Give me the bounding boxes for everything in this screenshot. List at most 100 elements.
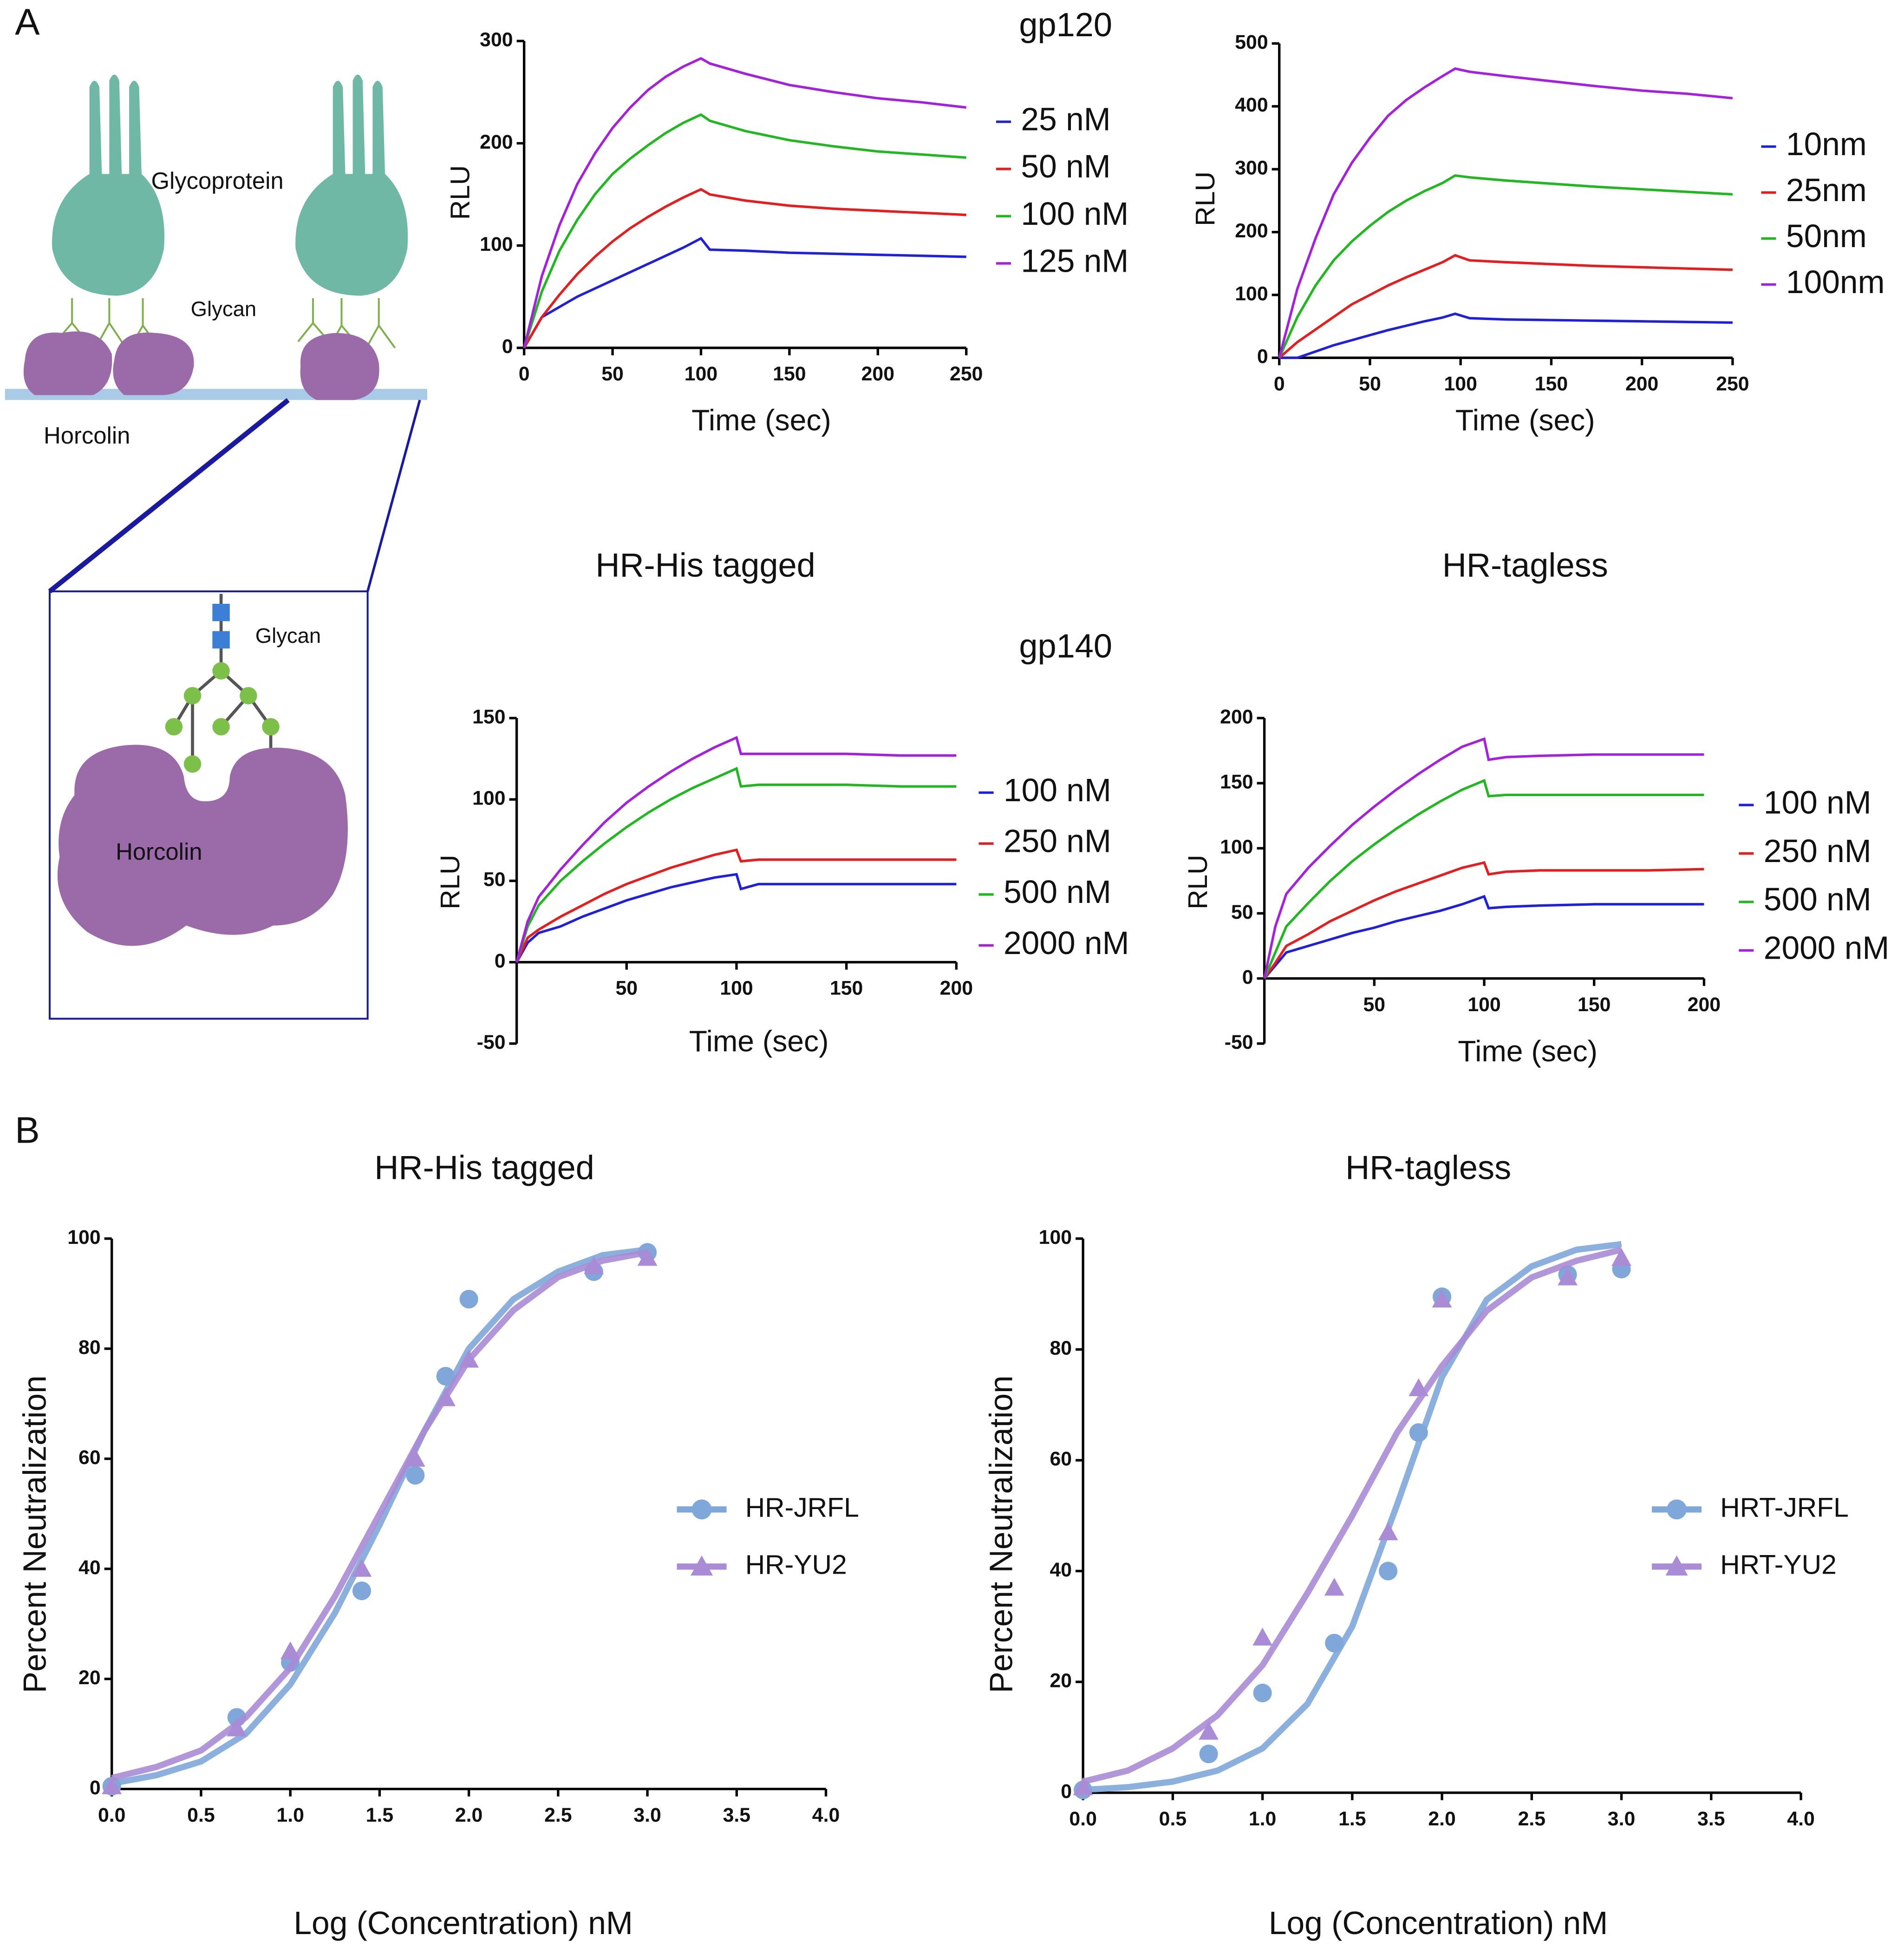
y-tick-label: 150 bbox=[472, 706, 505, 728]
horcolin-blob bbox=[57, 745, 348, 946]
data-point bbox=[1325, 1634, 1344, 1653]
legend-label: HR-JRFL bbox=[745, 1492, 859, 1523]
legend-label: HRT-YU2 bbox=[1720, 1549, 1837, 1580]
chart: -50 0 50 100 150 50 100 150 200 gp140 Time (sec) RL… bbox=[435, 628, 1129, 1058]
series-line bbox=[515, 766, 957, 963]
legend-marker bbox=[1667, 1499, 1687, 1520]
x-tick-label: 100 bbox=[1467, 994, 1500, 1016]
data-point bbox=[1432, 1289, 1452, 1308]
series-line bbox=[1278, 174, 1733, 359]
x-tick-label: 150 bbox=[1578, 994, 1611, 1016]
series-line bbox=[1263, 778, 1704, 979]
legend-marker bbox=[1665, 1555, 1688, 1576]
x-axis-label: Log (Concentration) nM bbox=[1269, 1905, 1608, 1941]
legend-label: 250 nM bbox=[1764, 833, 1871, 869]
legend-marker bbox=[691, 1555, 713, 1576]
data-point bbox=[1324, 1577, 1344, 1596]
x-tick-label: 250 bbox=[950, 363, 983, 385]
x-tick-label: 250 bbox=[1716, 373, 1749, 395]
inset-frame bbox=[48, 590, 369, 1020]
chart-title: HR-His tagged bbox=[374, 1150, 594, 1187]
y-tick-label: 500 bbox=[1235, 31, 1268, 53]
y-tick-label: 100 bbox=[1235, 282, 1268, 305]
data-point bbox=[1611, 1248, 1631, 1266]
diagram-label: Glycan bbox=[191, 297, 256, 321]
y-tick-label: 400 bbox=[1235, 94, 1268, 116]
x-tick-label: 50 bbox=[1359, 373, 1381, 395]
x-tick-label: 3.0 bbox=[633, 1804, 661, 1826]
y-axis-label: RLU bbox=[1183, 855, 1213, 909]
y-tick-label: 0 bbox=[495, 950, 506, 972]
horcolin-blob bbox=[23, 331, 379, 400]
y-tick-label: 20 bbox=[78, 1667, 101, 1689]
chart: 0 20 40 60 80 100 0.0 0.5 1.0 1.5 2.0 2.5 3.0 3.5 4.0 H… bbox=[17, 1150, 859, 1941]
legend-label: 10nm bbox=[1786, 126, 1867, 162]
series-line bbox=[523, 57, 967, 348]
x-tick-label: 2.5 bbox=[544, 1804, 572, 1826]
x-tick-label: 0.5 bbox=[1159, 1808, 1187, 1830]
x-tick-label: 3.0 bbox=[1608, 1808, 1635, 1830]
chart-title: gp140 bbox=[1019, 628, 1112, 665]
x-tick-label: 200 bbox=[1625, 373, 1658, 395]
x-axis-label: Log (Concentration) nM bbox=[293, 1905, 632, 1941]
panel-label: A bbox=[15, 1, 40, 43]
x-tick-label: 4.0 bbox=[812, 1804, 840, 1826]
data-point bbox=[1409, 1423, 1428, 1442]
legend-label: 100 nM bbox=[1004, 772, 1111, 808]
legend-label: 25nm bbox=[1786, 172, 1867, 208]
y-tick-label: 50 bbox=[1231, 901, 1253, 923]
y-tick-label: 200 bbox=[1235, 220, 1268, 242]
y-tick-label: 200 bbox=[480, 131, 513, 153]
y-axis-label: Percent Neutralization bbox=[983, 1375, 1019, 1693]
legend-label: 2000 nM bbox=[1004, 925, 1129, 961]
series-line bbox=[1278, 254, 1733, 359]
series-line bbox=[523, 236, 966, 349]
legend-label: 500 nM bbox=[1764, 881, 1871, 917]
fit-curve bbox=[111, 1249, 648, 1781]
legend-label: 100 nM bbox=[1764, 784, 1871, 821]
y-tick-label: 200 bbox=[1220, 706, 1253, 728]
data-point bbox=[1252, 1628, 1273, 1646]
y-tick-label: -50 bbox=[1225, 1031, 1253, 1053]
data-point bbox=[436, 1388, 456, 1406]
data-point bbox=[1558, 1267, 1578, 1286]
series-line bbox=[515, 848, 957, 963]
x-axis-label: Time (sec) bbox=[1458, 1034, 1598, 1068]
y-tick-label: 150 bbox=[1220, 771, 1253, 793]
data-point bbox=[1253, 1683, 1272, 1702]
y-tick-label: 60 bbox=[1050, 1448, 1072, 1470]
x-tick-label: 150 bbox=[830, 977, 863, 1000]
y-tick-label: 300 bbox=[480, 29, 513, 51]
data-point bbox=[1408, 1378, 1429, 1396]
fit-curve bbox=[111, 1246, 648, 1787]
chart: 0 100 200 300 400 500 0 50 100 150 200 250 Time (sec… bbox=[1190, 31, 1884, 437]
legend-label: 100 nM bbox=[1021, 196, 1128, 232]
series-line bbox=[1263, 861, 1704, 980]
y-tick-label: 80 bbox=[1050, 1337, 1072, 1360]
data-point bbox=[405, 1449, 425, 1467]
fit-curve bbox=[1082, 1241, 1622, 1793]
chart: 0 100 200 300 0 50 100 150 200 250 gp120 Time (sec)… bbox=[445, 7, 1128, 437]
series-line bbox=[515, 873, 957, 963]
panel-label: B bbox=[15, 1110, 40, 1151]
data-point bbox=[352, 1582, 372, 1601]
x-tick-label: 200 bbox=[861, 363, 894, 385]
x-tick-label: 3.5 bbox=[723, 1804, 750, 1826]
fit-curve bbox=[1082, 1247, 1623, 1785]
data-point bbox=[227, 1718, 247, 1737]
chart: -50 0 50 100 150 200 50 100 150 200 Time (sec) RLU 1… bbox=[1183, 706, 1889, 1068]
x-tick-label: 2.0 bbox=[455, 1804, 483, 1826]
data-point bbox=[459, 1290, 478, 1309]
y-tick-label: -50 bbox=[477, 1031, 506, 1053]
x-tick-label: 100 bbox=[685, 363, 717, 385]
column-label: HR-tagless bbox=[1442, 547, 1608, 584]
x-tick-label: 1.0 bbox=[276, 1804, 304, 1826]
series-line bbox=[515, 736, 957, 963]
data-point bbox=[280, 1641, 300, 1660]
data-point bbox=[102, 1776, 122, 1794]
legend-label: 2000 nM bbox=[1764, 930, 1890, 966]
x-tick-label: 150 bbox=[1535, 373, 1568, 395]
column-label: HR-His tagged bbox=[595, 547, 815, 584]
diagram-label: Horcolin bbox=[44, 422, 130, 449]
